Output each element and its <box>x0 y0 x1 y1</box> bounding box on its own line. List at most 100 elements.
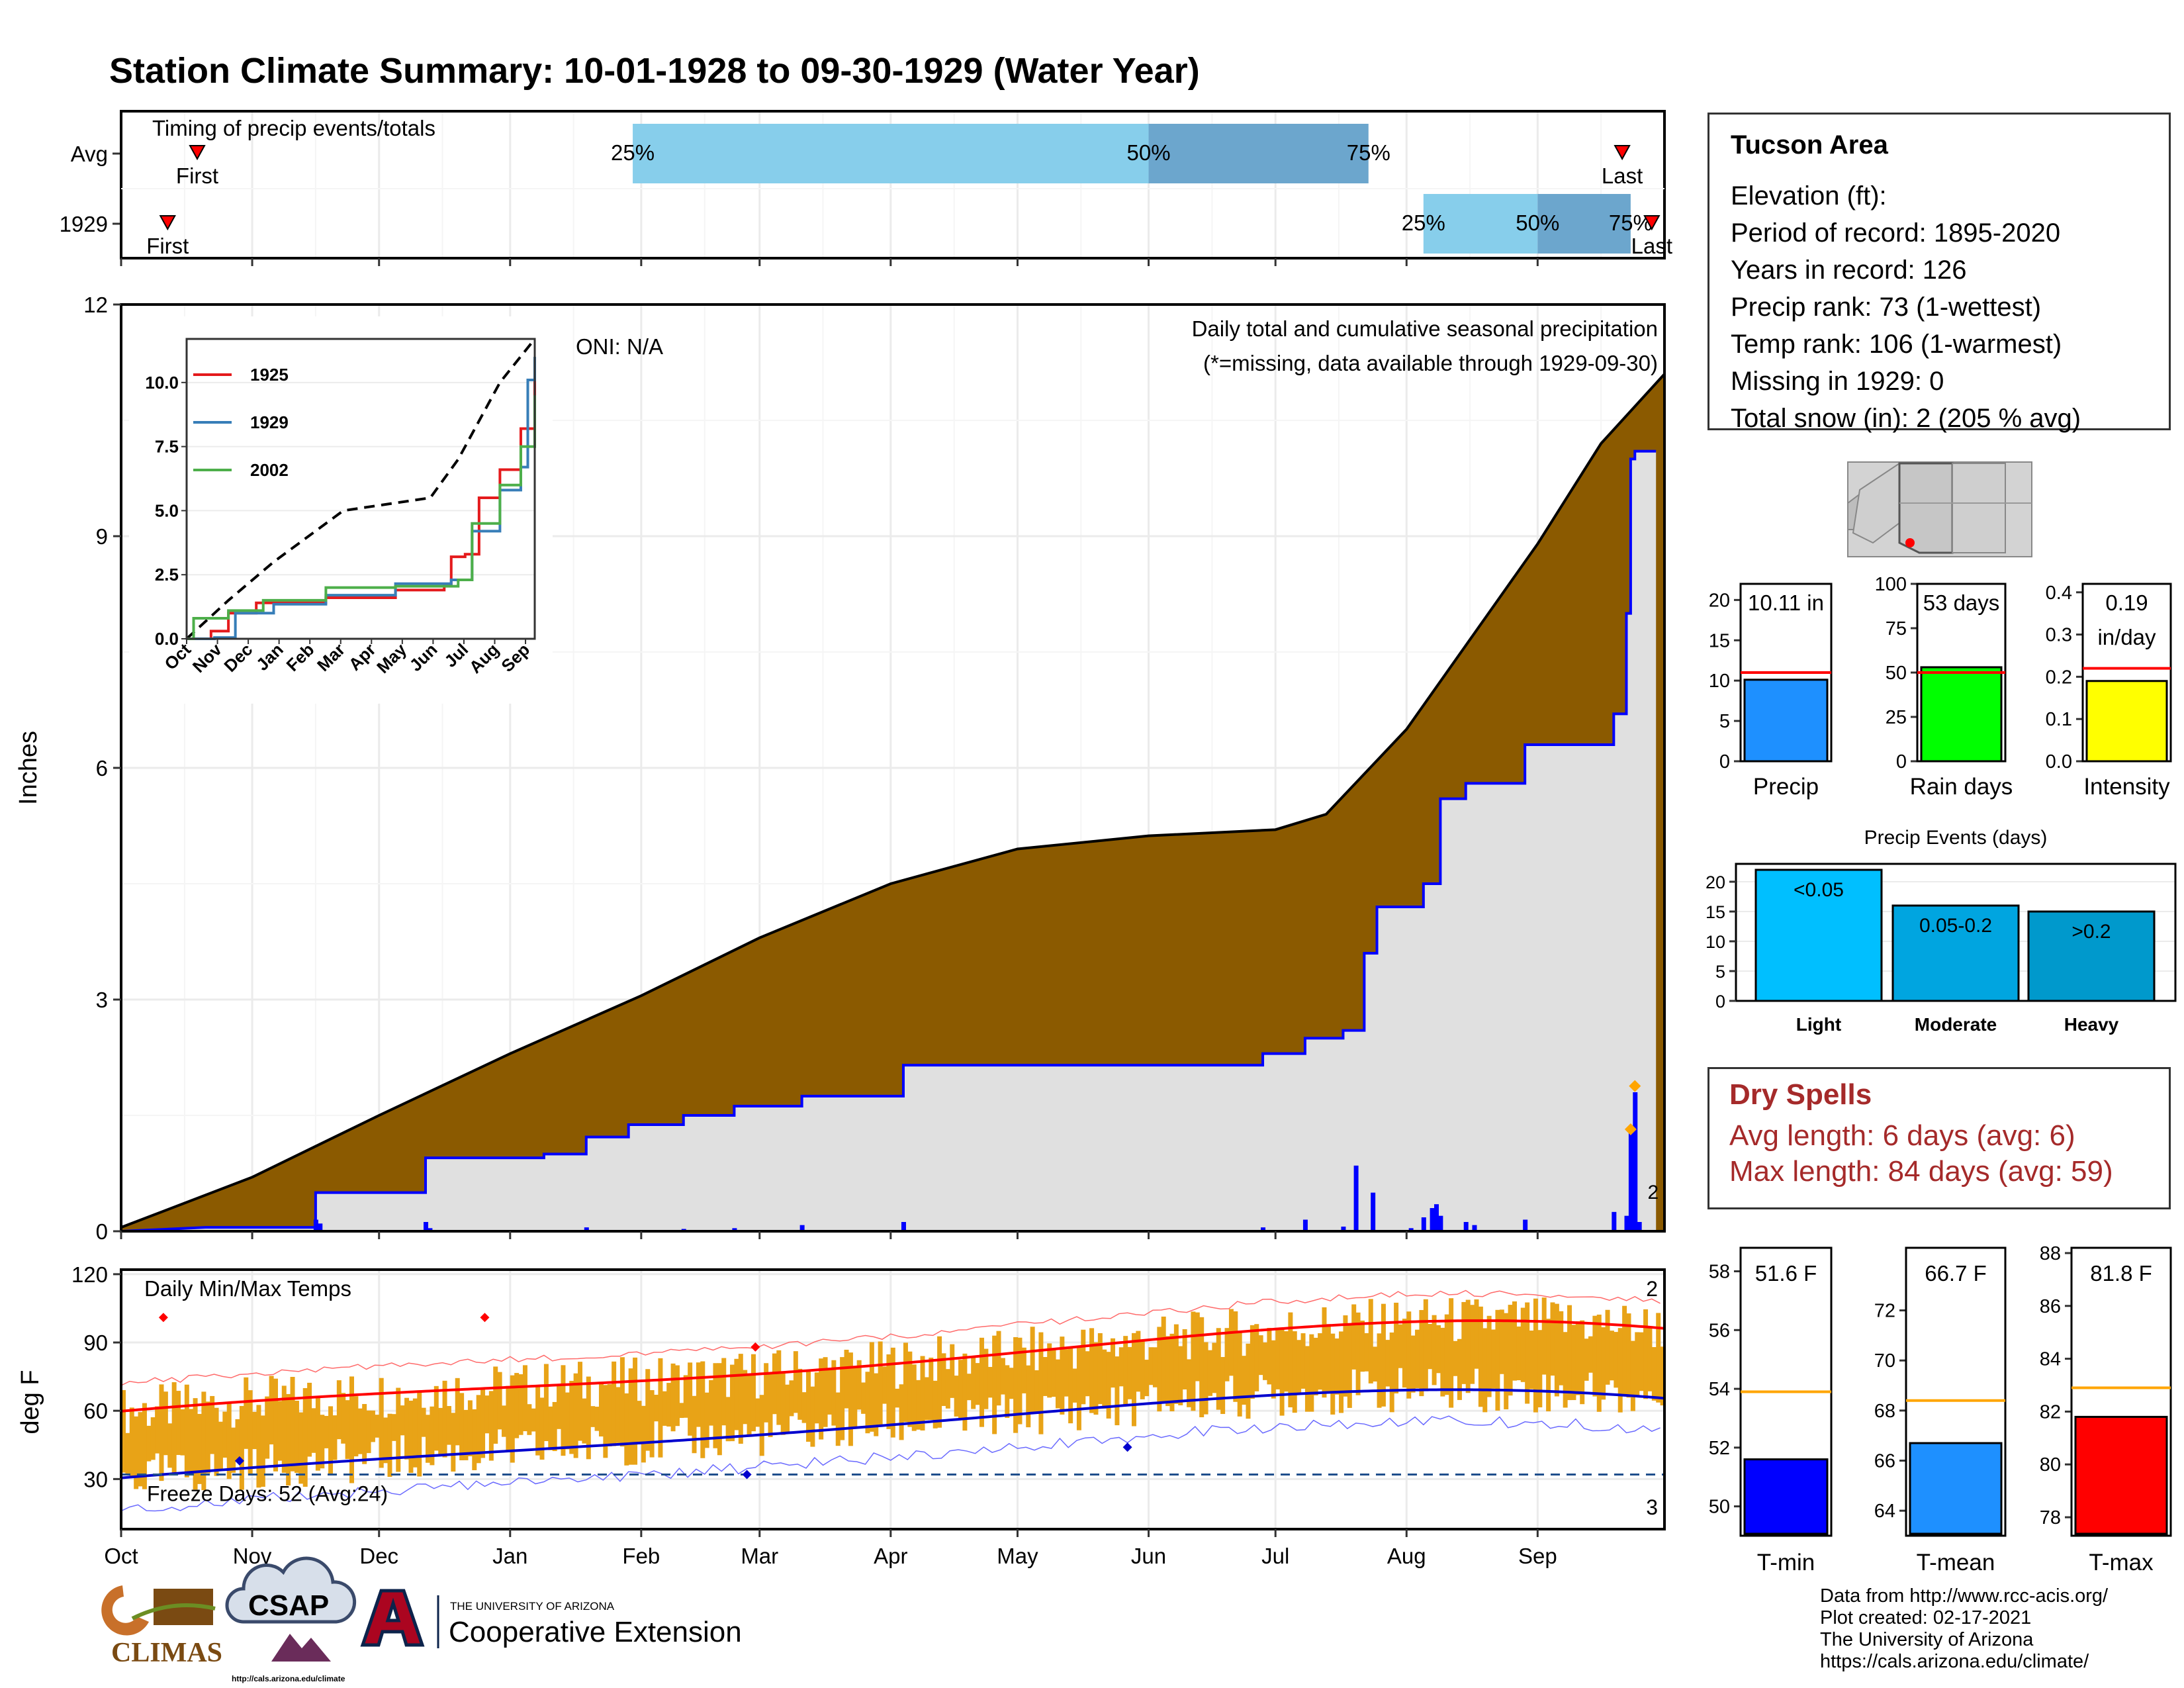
daily-temp-range-bar <box>362 1403 367 1464</box>
daily-precip-bar <box>318 1223 323 1231</box>
daily-temp-range-bar <box>1216 1328 1221 1410</box>
daily-temp-range-bar <box>1470 1305 1475 1384</box>
daily-temp-range-bar <box>1081 1329 1086 1405</box>
daily-temp-range-bar <box>1326 1324 1331 1393</box>
daily-temp-range-bar <box>1191 1311 1196 1411</box>
daily-temp-range-bar <box>1165 1336 1171 1407</box>
daily-temp-range-bar <box>975 1363 980 1405</box>
daily-temp-range-bar <box>1415 1329 1420 1389</box>
inset-y-tick-label: 7.5 <box>155 437 179 457</box>
daily-temp-range-bar <box>1516 1326 1522 1381</box>
month-axis-label: Aug <box>1387 1544 1426 1568</box>
events-y-tick-label: 10 <box>1706 932 1725 952</box>
ua-name: THE UNIVERSITY OF ARIZONA <box>450 1600 615 1613</box>
daily-temp-range-bar <box>506 1385 511 1451</box>
temp-y-tick-label: 90 <box>83 1331 108 1355</box>
daily-temp-range-bar <box>433 1385 439 1451</box>
daily-temp-range-bar <box>810 1386 815 1447</box>
daily-temp-range-bar <box>586 1376 591 1460</box>
daily-temp-range-bar <box>543 1364 549 1442</box>
daily-temp-range-bar <box>205 1401 210 1474</box>
daily-temp-range-bar <box>125 1432 130 1474</box>
csap-logo: CSAP http://cals.arizona.edu/climate <box>225 1556 357 1683</box>
daily-temp-range-bar <box>725 1397 731 1442</box>
daily-temp-range-bar <box>1026 1365 1031 1428</box>
daily-temp-range-bar <box>1123 1336 1128 1405</box>
inset-panel: 0.02.55.07.510.0OctNovDecJanFebMarAprMay… <box>129 316 553 704</box>
daily-temp-range-bar <box>603 1385 608 1458</box>
snow-marker <box>1629 1080 1641 1092</box>
daily-temp-range-bar <box>1212 1342 1217 1393</box>
daily-temp-range-bar <box>1182 1329 1187 1389</box>
temp-y-tick-label: 60 <box>83 1399 108 1423</box>
cumulative-avg-area <box>120 370 1666 1233</box>
daily-temp-range-bar <box>1635 1332 1640 1396</box>
tbar-y-tick-label: 78 <box>2040 1507 2061 1528</box>
mini-value-bar <box>1743 679 1829 763</box>
events-category-label: Moderate <box>1915 1014 1997 1035</box>
tbar-y-tick-label: 56 <box>1709 1320 1730 1341</box>
temp-y-tick-label: 30 <box>83 1467 108 1491</box>
timing-marker-label: First <box>176 164 218 188</box>
daily-precip-bar <box>1371 1192 1376 1231</box>
daily-temp-range-bar <box>776 1350 782 1425</box>
daily-temp-range-bar <box>1630 1340 1635 1411</box>
csap-url: http://cals.arizona.edu/climate <box>232 1674 345 1683</box>
mini-y-tick-label: 20 <box>1709 590 1730 611</box>
record-max-marker <box>751 1342 760 1352</box>
daily-temp-range-bar <box>189 1409 194 1474</box>
daily-temp-range-bar <box>1330 1333 1336 1415</box>
daily-temp-range-bar <box>641 1405 646 1463</box>
daily-temp-range-bar <box>1089 1328 1095 1413</box>
precip-y-axis-label: Inches <box>15 731 42 805</box>
daily-temp-range-bar <box>1187 1359 1192 1407</box>
daily-temp-range-bar <box>1169 1333 1175 1411</box>
daily-temp-range-bar <box>294 1401 299 1474</box>
daily-temp-range-bar <box>903 1342 908 1423</box>
daily-temp-range-bar <box>1051 1350 1056 1397</box>
daily-temp-range-bar <box>1034 1370 1040 1412</box>
events-y-tick-label: 15 <box>1706 902 1725 922</box>
daily-temp-range-bar <box>1271 1340 1276 1399</box>
daily-temp-range-bar <box>1474 1299 1479 1369</box>
daily-temp-range-bar <box>1072 1368 1077 1403</box>
daily-temp-range-bar <box>218 1421 223 1470</box>
daily-temp-range-bar <box>1322 1307 1327 1398</box>
temp-panel-label: Daily Min/Max Temps <box>144 1276 351 1301</box>
daily-temp-range-bar <box>514 1373 520 1438</box>
daily-temp-range-bar <box>159 1384 164 1481</box>
timing-p50-label: 50% <box>1516 211 1559 235</box>
precip-y-tick-label: 0 <box>96 1219 108 1244</box>
daily-temp-range-bar <box>210 1395 215 1454</box>
daily-temp-range-bar <box>1297 1340 1302 1395</box>
daily-temp-range-bar <box>1364 1333 1369 1372</box>
daily-temp-range-bar <box>907 1351 913 1427</box>
daily-temp-range-bar <box>637 1401 642 1444</box>
daily-temp-range-bar <box>674 1365 680 1427</box>
precip-y-tick-label: 3 <box>96 988 108 1012</box>
daily-temp-range-bar <box>1047 1343 1052 1398</box>
tbar-value-bar <box>1909 1442 2003 1535</box>
record-min-marker <box>1122 1442 1132 1452</box>
tbar-y-tick-label: 72 <box>1874 1301 1895 1322</box>
tbar-y-tick-label: 52 <box>1709 1438 1730 1459</box>
daily-temp-range-bar <box>1250 1325 1255 1399</box>
events-y-tick-label: 0 <box>1715 992 1725 1011</box>
daily-temp-range-bar <box>920 1356 925 1431</box>
daily-temp-range-bar <box>404 1397 410 1460</box>
daily-temp-range-bar <box>992 1335 997 1434</box>
mini-value-label: 53 days <box>1923 590 2000 615</box>
daily-temp-range-bar <box>171 1382 177 1475</box>
daily-temp-range-bar <box>1313 1337 1318 1395</box>
daily-temp-range-bar <box>814 1372 819 1424</box>
daily-temp-range-bar <box>987 1366 993 1398</box>
daily-temp-range-bar <box>1580 1320 1585 1405</box>
snow-marker <box>1624 1123 1637 1135</box>
daily-temp-range-bar <box>780 1371 786 1435</box>
temp-y-axis-label: deg F <box>17 1370 44 1434</box>
month-axis-label: Jul <box>1261 1544 1289 1568</box>
daily-temp-range-bar <box>1237 1333 1242 1417</box>
tbar-category-label: T-min <box>1757 1550 1815 1575</box>
inset-series-line <box>187 357 536 640</box>
daily-temp-range-bar <box>565 1392 570 1450</box>
